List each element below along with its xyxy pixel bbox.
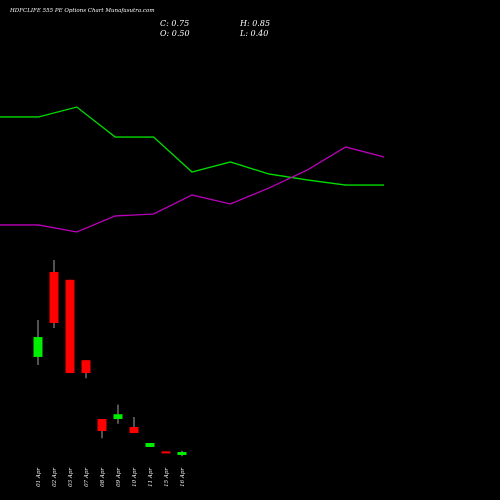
candle-body <box>81 360 91 374</box>
x-tick-label: 03 Apr <box>68 468 74 487</box>
x-tick-label: 01 Apr <box>36 468 42 487</box>
candle-body <box>65 279 75 374</box>
candle-body <box>145 443 155 447</box>
x-tick-label: 07 Apr <box>84 468 90 487</box>
x-tick-label: 08 Apr <box>100 468 106 487</box>
chart-title: HDFCLIFE 555 PE Options Chart Munafasutr… <box>9 8 155 14</box>
close-label: C: 0.75 <box>160 19 189 28</box>
high-label: H: 0.85 <box>239 19 270 28</box>
candle-body <box>33 337 43 357</box>
x-tick-label: 09 Apr <box>116 468 122 487</box>
x-tick-label: 15 Apr <box>164 468 170 487</box>
x-tick-label: 02 Apr <box>52 468 58 487</box>
line-series <box>0 106 384 186</box>
open-label: O: 0.50 <box>160 29 190 38</box>
line-series <box>0 146 385 233</box>
candle-body <box>129 427 139 434</box>
candle-body <box>177 452 187 455</box>
low-label: L: 0.40 <box>239 29 268 38</box>
candle-body <box>49 272 59 323</box>
x-tick-label: 16 Apr <box>180 468 186 487</box>
candle-body <box>97 419 107 431</box>
candle-body <box>161 451 171 454</box>
x-tick-label: 10 Apr <box>132 468 138 487</box>
candle-body <box>113 414 123 419</box>
x-tick-label: 11 Apr <box>148 468 154 487</box>
